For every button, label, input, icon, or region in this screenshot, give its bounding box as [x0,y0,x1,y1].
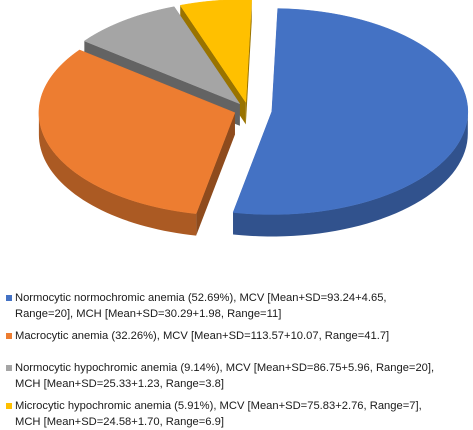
pie-slice-rim [38,112,197,236]
legend-label-line1: Microcytic hypochromic anemia (5.91%), M… [15,400,422,412]
legend-label-line1: Macrocytic anemia (32.26%), MCV [Mean+SD… [15,330,390,342]
legend-label-line1: Normocytic normochromic anemia (52.69%),… [15,292,387,304]
pie-slice-top [83,6,241,105]
pie-slice-wall [245,0,252,125]
legend-item-normocytic-hypochromic: Normocytic hypochromic anemia (9.14%), M… [6,360,470,392]
pie-slice-top [232,8,469,215]
legend-item-macrocytic: Macrocytic anemia (32.26%), MCV [Mean+SD… [6,328,470,344]
pie-slice-rim [233,111,468,237]
legend-label-line2: MCH [Mean+SD=24.58+1.70, Range=6.9] [15,416,224,428]
pie-slice-macrocytic [38,49,236,236]
chart-legend: Normocytic normochromic anemia (52.69%),… [6,290,470,430]
pie-slice-wall [196,112,235,236]
legend-swatch-orange [6,333,12,339]
legend-label-line2: Range=20], MCH [Mean+SD=30.29+1.98, Rang… [15,308,282,320]
legend-swatch-yellow [6,403,12,409]
legend-label-line2: MCH [Mean+SD=25.33+1.23, Range=3.8] [15,378,224,390]
pie-slice-normocytic-normochromic [232,8,469,237]
pie-chart [38,0,469,237]
legend-swatch-gray [6,365,12,371]
pie-slice-top [179,0,252,104]
legend-label-line1: Normocytic hypochromic anemia (9.14%), M… [15,362,435,374]
legend-swatch-blue [6,295,12,301]
legend-item-microcytic-hypochromic: Microcytic hypochromic anemia (5.91%), M… [6,398,470,430]
pie-slice-top [38,49,236,214]
legend-item-normocytic-normochromic: Normocytic normochromic anemia (52.69%),… [6,290,470,322]
